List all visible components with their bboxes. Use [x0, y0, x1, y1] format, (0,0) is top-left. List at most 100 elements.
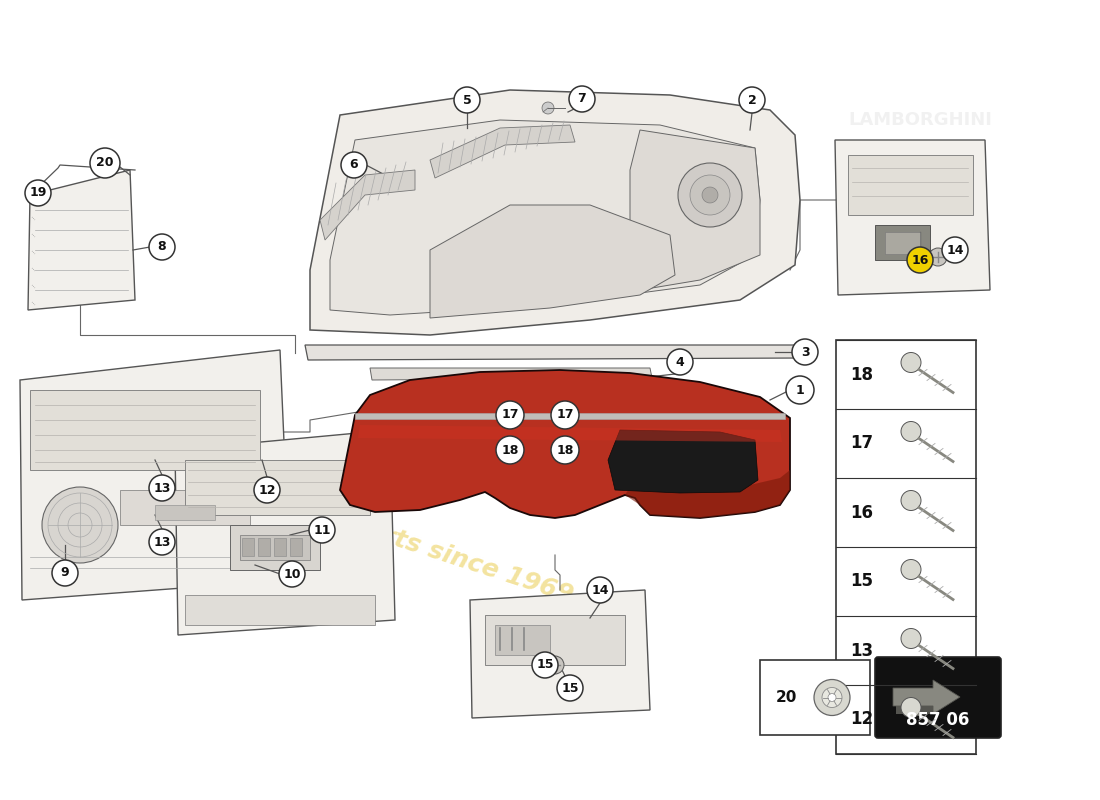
Bar — [874, 225, 929, 260]
Circle shape — [90, 148, 120, 178]
Circle shape — [901, 490, 921, 510]
Circle shape — [786, 376, 814, 404]
Text: 13: 13 — [850, 642, 873, 659]
Bar — [242, 538, 254, 556]
Text: 14: 14 — [592, 583, 608, 597]
Text: 4: 4 — [675, 355, 684, 369]
Bar — [886, 232, 920, 254]
Circle shape — [148, 475, 175, 501]
Circle shape — [901, 422, 921, 442]
Text: 18: 18 — [557, 443, 574, 457]
Circle shape — [822, 687, 842, 707]
Polygon shape — [896, 706, 933, 714]
Circle shape — [792, 339, 818, 365]
Circle shape — [901, 353, 921, 373]
Text: 12: 12 — [258, 483, 276, 497]
Polygon shape — [470, 590, 650, 718]
Circle shape — [814, 679, 850, 715]
Bar — [848, 155, 974, 215]
Text: 17: 17 — [557, 409, 574, 422]
Circle shape — [569, 86, 595, 112]
Text: a passion for parts since 1969: a passion for parts since 1969 — [164, 453, 576, 607]
Bar — [185, 460, 370, 515]
Polygon shape — [340, 370, 790, 518]
Circle shape — [25, 180, 51, 206]
Text: 15: 15 — [561, 682, 579, 694]
Polygon shape — [625, 470, 790, 518]
Circle shape — [901, 698, 921, 718]
Text: 13: 13 — [153, 535, 170, 549]
Text: 17: 17 — [502, 409, 519, 422]
Text: 2: 2 — [748, 94, 757, 106]
Circle shape — [52, 560, 78, 586]
Text: 6: 6 — [350, 158, 359, 171]
Circle shape — [930, 248, 947, 266]
Text: 19: 19 — [30, 186, 46, 199]
Polygon shape — [28, 170, 135, 310]
Text: 18: 18 — [502, 443, 519, 457]
Text: 11: 11 — [314, 523, 331, 537]
Polygon shape — [630, 130, 760, 290]
Circle shape — [148, 234, 175, 260]
Circle shape — [279, 561, 305, 587]
Circle shape — [901, 629, 921, 649]
Circle shape — [496, 401, 524, 429]
Circle shape — [42, 487, 118, 563]
Text: 857 06: 857 06 — [906, 711, 970, 729]
Circle shape — [557, 675, 583, 701]
Text: 18: 18 — [850, 366, 873, 383]
Bar — [258, 538, 270, 556]
Polygon shape — [358, 425, 782, 442]
FancyBboxPatch shape — [874, 657, 1001, 738]
Circle shape — [587, 577, 613, 603]
Polygon shape — [893, 680, 960, 714]
Polygon shape — [310, 90, 800, 335]
Text: 15: 15 — [850, 573, 873, 590]
Circle shape — [309, 517, 336, 543]
Text: 5: 5 — [463, 94, 472, 106]
Polygon shape — [430, 125, 575, 178]
Bar — [355, 413, 785, 419]
Polygon shape — [330, 120, 760, 315]
Circle shape — [551, 436, 579, 464]
Text: 9: 9 — [60, 566, 69, 579]
Polygon shape — [835, 140, 990, 295]
Polygon shape — [305, 345, 803, 360]
Text: 14: 14 — [946, 243, 964, 257]
Bar — [185, 595, 375, 625]
Text: 16: 16 — [850, 503, 873, 522]
Text: 1: 1 — [795, 383, 804, 397]
Text: 8: 8 — [157, 241, 166, 254]
Bar — [240, 535, 310, 560]
Circle shape — [496, 436, 524, 464]
Text: 10: 10 — [284, 567, 300, 581]
Text: 15: 15 — [537, 658, 553, 671]
Polygon shape — [320, 170, 415, 240]
Bar — [230, 525, 320, 570]
Circle shape — [542, 102, 554, 114]
Polygon shape — [20, 350, 290, 600]
Bar — [30, 390, 260, 470]
Circle shape — [551, 401, 579, 429]
Text: 16: 16 — [911, 254, 928, 266]
Bar — [290, 538, 303, 556]
Circle shape — [454, 87, 480, 113]
Circle shape — [828, 694, 836, 702]
Circle shape — [148, 529, 175, 555]
Bar — [155, 505, 214, 520]
Circle shape — [341, 152, 367, 178]
Circle shape — [739, 87, 764, 113]
Text: 20: 20 — [776, 690, 798, 705]
Polygon shape — [608, 430, 758, 493]
Circle shape — [942, 237, 968, 263]
Circle shape — [702, 187, 718, 203]
Polygon shape — [175, 430, 395, 635]
Circle shape — [254, 477, 280, 503]
Circle shape — [901, 559, 921, 579]
Text: 12: 12 — [850, 710, 873, 729]
Text: 20: 20 — [97, 157, 113, 170]
Bar — [495, 625, 550, 655]
Polygon shape — [370, 368, 652, 380]
Polygon shape — [430, 205, 675, 318]
Bar — [760, 660, 870, 735]
